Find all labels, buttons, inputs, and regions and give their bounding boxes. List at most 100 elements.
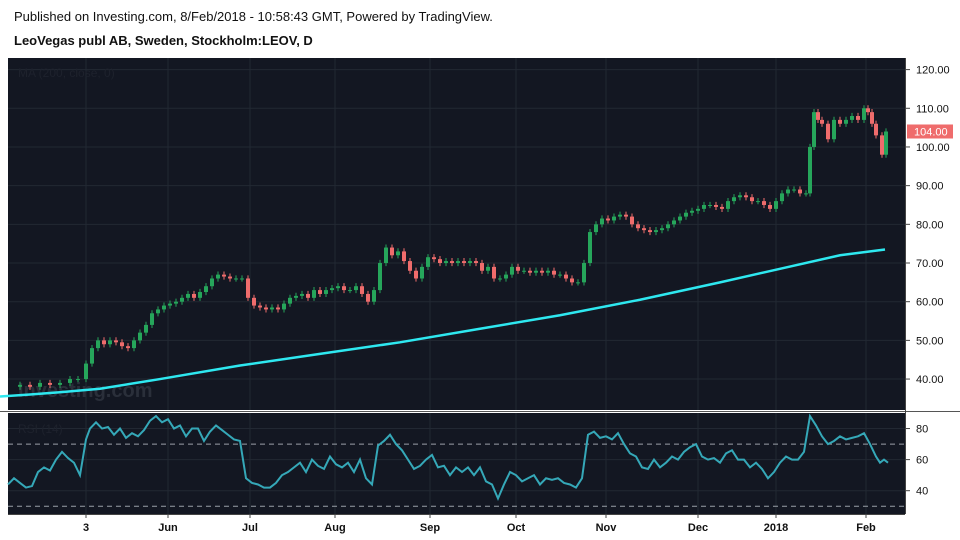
candle-body — [768, 204, 772, 209]
candle-body — [114, 340, 118, 343]
candle-body — [522, 270, 526, 272]
candle-body — [126, 346, 130, 349]
candle-body — [792, 189, 796, 191]
candle-body — [678, 216, 682, 221]
candle-body — [162, 305, 166, 310]
candle-body — [738, 195, 742, 198]
candle-body — [850, 116, 854, 120]
candle-body — [702, 204, 706, 209]
candle-body — [312, 290, 316, 298]
price-tick-label: 70.00 — [916, 258, 944, 270]
candle-body — [696, 208, 700, 211]
candle-body — [528, 270, 532, 273]
price-tick-label: 110.00 — [916, 103, 949, 115]
ma-line-group — [0, 248, 886, 398]
candle-body — [222, 274, 226, 277]
candle-body — [132, 340, 136, 349]
candle-body — [28, 384, 32, 387]
time-axis: 3 Jun Jul Aug Sep Oct Nov Dec 2018 Feb — [8, 514, 905, 534]
candle-body — [570, 278, 574, 283]
price-tick-label: 90.00 — [916, 181, 944, 193]
candle-body — [774, 201, 778, 209]
rsi-tick-label: 80 — [916, 424, 928, 436]
candle-body — [384, 247, 388, 264]
price-tick-label: 80.00 — [916, 219, 944, 231]
candle-body — [294, 295, 298, 298]
candle-body — [564, 274, 568, 279]
candle-body — [866, 108, 870, 113]
candle-body — [648, 230, 652, 233]
candle-body — [342, 286, 346, 291]
candle-body — [354, 286, 358, 291]
candle-body — [402, 251, 406, 262]
candle-body — [414, 270, 418, 279]
candle-body — [300, 293, 304, 296]
candle-body — [600, 218, 604, 225]
candle-body — [546, 270, 550, 273]
candle-body — [812, 112, 816, 147]
candle-body — [708, 204, 712, 206]
candle-body — [58, 382, 62, 385]
candle-body — [438, 259, 442, 264]
candle-body — [96, 340, 100, 349]
candle-body — [606, 218, 610, 221]
candle-body — [630, 216, 634, 225]
rsi-pane-title: RSI (14) — [18, 422, 63, 436]
candle-body — [576, 282, 580, 284]
candle-body — [856, 116, 860, 120]
candle-body — [198, 292, 202, 298]
candle-body — [420, 266, 424, 279]
candle-body — [450, 261, 454, 264]
rsi-axis: 80 60 40 — [905, 424, 928, 498]
candle-body — [38, 382, 42, 387]
candle-body — [808, 146, 812, 194]
candle-body — [492, 266, 496, 279]
candle-body — [642, 228, 646, 231]
candle-body — [826, 123, 830, 140]
candle-body — [68, 379, 72, 383]
candle-body — [880, 135, 884, 155]
candle-body — [612, 216, 616, 221]
candle-body — [618, 214, 622, 217]
candle-body — [84, 363, 88, 380]
candle-body — [732, 197, 736, 202]
candle-body — [516, 266, 520, 271]
candle-body — [798, 189, 802, 194]
candle-body — [324, 290, 328, 294]
candle-body — [666, 224, 670, 229]
candle-body — [462, 261, 466, 264]
candle-body — [720, 206, 724, 209]
candle-body — [690, 210, 694, 213]
candle-body — [348, 290, 352, 292]
candle-body — [144, 324, 148, 333]
candle-body — [168, 303, 172, 306]
candle-body — [594, 224, 598, 233]
candle-body — [138, 332, 142, 341]
time-tick-label: Sep — [420, 522, 440, 534]
candle-body — [288, 297, 292, 304]
candle-body — [884, 131, 888, 155]
rsi-legend-label: RSI (14) — [18, 422, 63, 436]
candle-body — [624, 214, 628, 217]
candle-body — [252, 297, 256, 306]
candle-body — [240, 278, 244, 280]
candle-body — [750, 197, 754, 202]
last-price-tag — [907, 124, 953, 139]
header-symbol: LeoVegas publ AB, Sweden, Stockholm:LEOV… — [14, 33, 313, 48]
candle-body — [816, 112, 820, 120]
time-tick-label: Aug — [324, 522, 345, 534]
price-tick-label: 60.00 — [916, 297, 944, 309]
candle-body — [330, 288, 334, 291]
candle-body — [534, 270, 538, 273]
candle-body — [366, 293, 370, 302]
candle-body — [756, 201, 760, 203]
candle-body — [844, 119, 848, 124]
candle-body — [498, 278, 502, 280]
rsi-tick-label: 40 — [916, 486, 928, 498]
candle-body — [228, 276, 232, 279]
candle-body — [174, 301, 178, 304]
candle-body — [396, 251, 400, 256]
candle-body — [108, 340, 112, 345]
candle-body — [186, 293, 190, 298]
time-tick-label: Nov — [596, 522, 618, 534]
